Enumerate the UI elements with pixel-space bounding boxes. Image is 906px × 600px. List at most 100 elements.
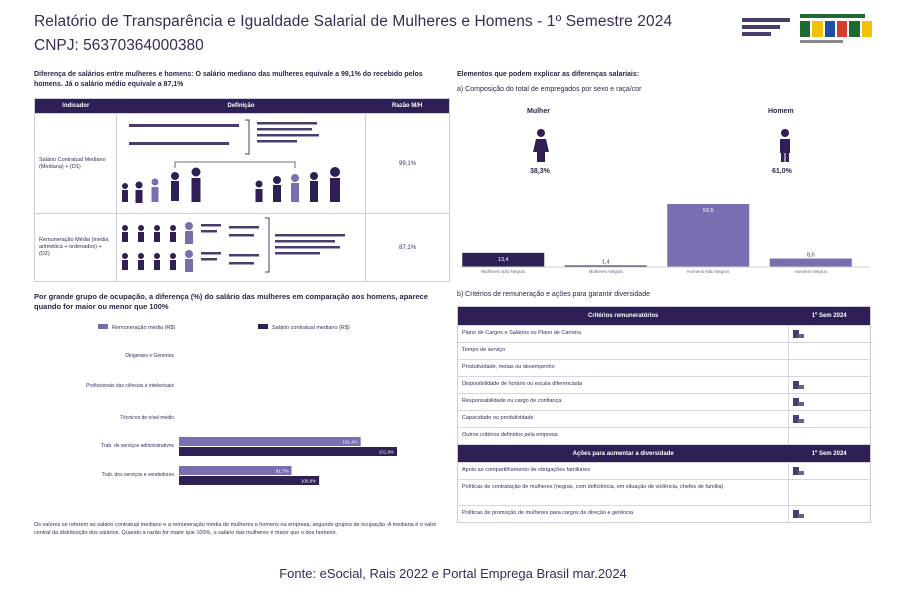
- brasil-logo: [800, 14, 872, 43]
- table-row: Responsabilidade ou cargo de confiança: [458, 393, 870, 410]
- man-percent: 61,0%: [772, 168, 792, 175]
- composition-bar: [769, 258, 852, 267]
- check-chart-icon: [793, 381, 805, 389]
- legend-swatch: [98, 324, 108, 329]
- composition-category-label: Homens Não Negros: [687, 269, 730, 274]
- table-row: Outros critérios definidos pela empresa: [458, 427, 870, 444]
- legend-label: Salário contratual mediano (R$): [272, 325, 350, 331]
- composition-bar: [564, 265, 647, 267]
- legend-swatch: [258, 324, 268, 329]
- indicator-table: Indicador Definição Razão M/H Salário Co…: [34, 98, 450, 282]
- table-row: Políticas de contratação de mulheres (ne…: [458, 479, 870, 505]
- occupation-value-label: 101,8%: [379, 450, 394, 455]
- woman-percent: 38,3%: [530, 168, 550, 175]
- criteria-row-label: Plano de Cargos e Salários ou Plano de C…: [462, 330, 582, 336]
- criteria-row-label: Produtividade, metas ou desempenho: [462, 364, 555, 370]
- indicator-table-header: Indicador Definição Razão M/H: [35, 99, 449, 113]
- criteria-row-status: [788, 411, 870, 427]
- criteria-row-status: [788, 326, 870, 342]
- table-row: Plano de Cargos e Salários ou Plano de C…: [458, 325, 870, 342]
- criteria-row-status: [788, 360, 870, 376]
- check-chart-icon: [793, 330, 805, 338]
- criteria-title: b) Critérios de remuneração e ações para…: [457, 291, 650, 298]
- median-ratio-value: 99,1%: [399, 160, 417, 167]
- action-row-status: [788, 506, 870, 522]
- criteria-row-status: [788, 377, 870, 393]
- government-logo: [742, 18, 790, 44]
- occupation-category-label: Dirigentes e Gerentes: [125, 353, 174, 359]
- composition-bar: [462, 252, 545, 267]
- report-title: Relatório de Transparência e Igualdade S…: [34, 13, 673, 30]
- action-row-label: Apoio ao compartilhamento de obrigações …: [462, 467, 591, 473]
- occupation-category-label: Técnicos de nível médio: [120, 415, 174, 421]
- composition-bar-chart: 13,4 Mulheres Não Negras 1,4 Mulheres Negra…: [460, 204, 870, 274]
- occupation-category-label: Trab. de serviços administrativos: [101, 443, 174, 449]
- mean-people-icon: [122, 217, 346, 273]
- actions-header-semester: 1º Sem 2024: [811, 450, 847, 457]
- occupation-category-label: Trab. dos serviços e vendedores: [102, 472, 175, 478]
- occupation-value-label: 101,4%: [342, 440, 357, 445]
- col-ratio: Razão M/H: [392, 103, 423, 109]
- chart-footnote: Os valores se referem ao salário contrat…: [34, 522, 437, 536]
- table-row: Capacidade ou produtividade: [458, 410, 870, 427]
- table-row: Remuneração Média (média aritmética + or…: [35, 213, 449, 281]
- check-chart-icon: [793, 510, 805, 518]
- occupation-bar: [179, 437, 361, 446]
- composition-category-label: Mulheres Negras: [589, 269, 624, 274]
- woman-label: Mulher: [527, 108, 550, 115]
- salary-difference-intro: Diferença de salários entre mulheres e h…: [34, 71, 423, 88]
- table-row: Produtividade, metas ou desempenho: [458, 359, 870, 376]
- woman-icon: [533, 129, 549, 162]
- criteria-header-label: Critérios remuneratórios: [588, 313, 659, 319]
- table-row: Salário Contratual Mediano (Mediana) + (…: [35, 113, 449, 213]
- action-row-label: Políticas de promoção de mulheres para c…: [462, 510, 634, 516]
- criteria-row-label: Disponibilidade de horário ou escala dif…: [462, 381, 583, 387]
- actions-table-header: Ações para aumentar a diversidade 1º Sem…: [458, 444, 870, 462]
- occupation-category-label: Profissionais das ciências e intelectuai…: [86, 383, 174, 389]
- criteria-header-semester: 1º Sem 2024: [811, 313, 847, 319]
- criteria-row-status: [788, 428, 870, 444]
- action-row-status: [788, 480, 870, 505]
- composition-category-label: Mulheres Não Negras: [481, 269, 526, 274]
- occupation-value-label: 81,7%: [276, 469, 289, 474]
- median-people-icon: [122, 119, 341, 203]
- check-chart-icon: [793, 467, 805, 475]
- man-icon: [780, 129, 790, 162]
- occupation-bar: [179, 466, 292, 475]
- action-row-label: Políticas de contratação de mulheres (ne…: [462, 484, 724, 490]
- legend-label: Remuneração média (R$): [112, 325, 175, 331]
- composition-title: a) Composição do total de empregados por…: [457, 86, 642, 93]
- table-row: Políticas de promoção de mulheres para c…: [458, 505, 870, 522]
- table-row: Tempo de serviço: [458, 342, 870, 359]
- composition-value-label: 13,4: [498, 257, 509, 263]
- criteria-table: Critérios remuneratórios 1º Sem 2024 Pla…: [457, 306, 871, 523]
- check-chart-icon: [793, 398, 805, 406]
- table-row: Apoio ao compartilhamento de obrigações …: [458, 462, 870, 479]
- criteria-row-status: [788, 343, 870, 359]
- source-note: Fonte: eSocial, Rais 2022 e Portal Empre…: [279, 566, 627, 581]
- composition-value-label: 59,5: [703, 208, 714, 214]
- company-cnpj: CNPJ: 56370364000380: [34, 37, 204, 54]
- indicator-label: Salário Contratual Mediano (Mediana) + (…: [39, 156, 106, 170]
- col-indicator: Indicador: [62, 103, 90, 109]
- occupation-bar: [179, 476, 320, 485]
- man-label: Homem: [768, 108, 794, 115]
- composition-value-label: 8,0: [807, 253, 815, 259]
- explanation-intro: Elementos que podem explicar as diferenç…: [457, 71, 640, 78]
- check-chart-icon: [793, 415, 805, 423]
- composition-value-label: 1,4: [602, 260, 610, 266]
- mean-definition-illustration: [116, 214, 367, 281]
- composition-category-label: Homens Negros: [794, 269, 827, 274]
- occupation-intro: Por grande grupo de ocupação, a diferenç…: [34, 292, 428, 311]
- mean-ratio-value: 87,1%: [399, 244, 417, 251]
- criteria-row-label: Tempo de serviço: [462, 347, 506, 353]
- table-row: Disponibilidade de horário ou escala dif…: [458, 376, 870, 393]
- action-row-status: [788, 463, 870, 479]
- median-definition-illustration: [116, 114, 367, 213]
- criteria-row-label: Outros critérios definidos pela empresa: [462, 432, 558, 438]
- composition-bar: [667, 204, 750, 267]
- col-definition: Definição: [227, 103, 255, 109]
- criteria-row-status: [788, 394, 870, 410]
- criteria-row-label: Responsabilidade ou cargo de confiança: [462, 398, 562, 404]
- occupation-bar-chart: Remuneração média (R$) Salário contratual…: [86, 324, 397, 485]
